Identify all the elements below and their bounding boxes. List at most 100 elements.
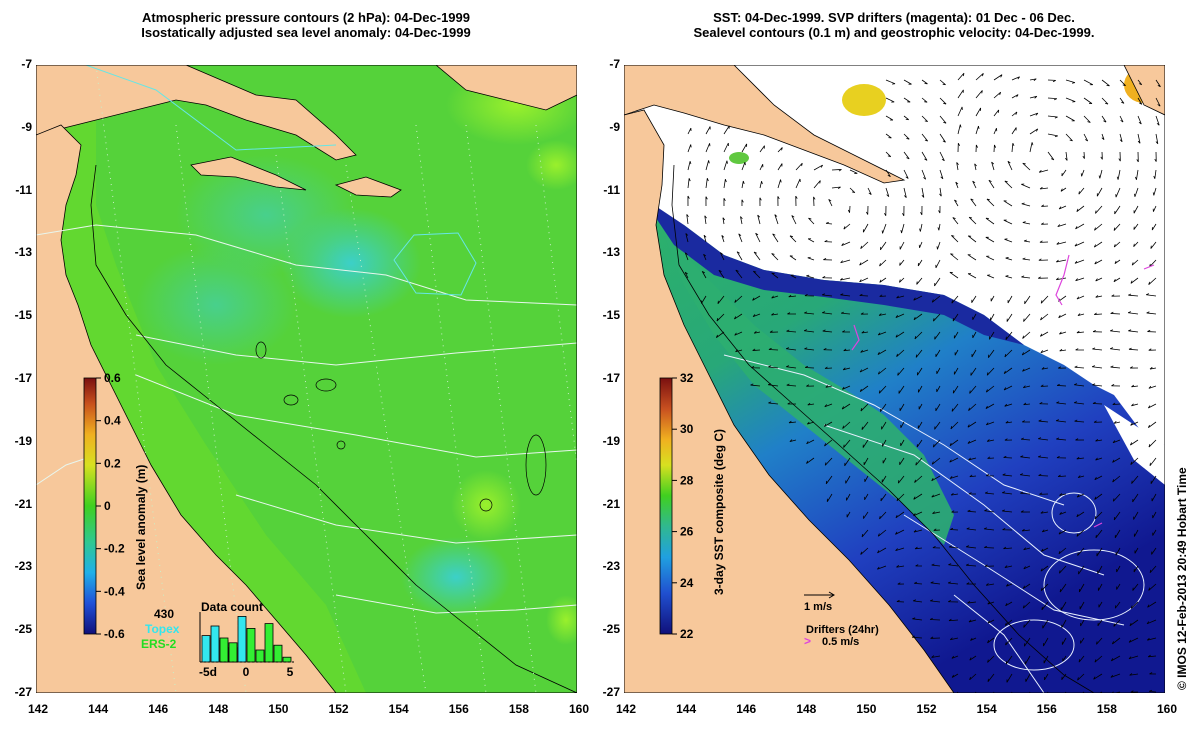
sst-colorbar-tick-label: 30	[680, 422, 694, 436]
velocity-arrow	[952, 313, 959, 322]
velocity-scale-arrow	[804, 591, 835, 599]
velocity-arrow	[1038, 169, 1049, 173]
velocity-arrow	[1058, 205, 1067, 210]
velocity-arrow	[684, 271, 689, 279]
y-axis-right-tick: -9	[609, 119, 620, 134]
velocity-arrow	[806, 439, 815, 445]
velocity-arrow	[931, 563, 941, 567]
velocity-arrow	[785, 347, 797, 351]
sla-colorbar-tick-label: -0.6	[104, 627, 125, 641]
velocity-arrow	[985, 583, 995, 586]
velocity-arrow	[1075, 277, 1085, 282]
velocity-arrow	[1024, 655, 1031, 665]
velocity-arrow	[1129, 439, 1139, 446]
velocity-arrow	[831, 186, 841, 190]
x-axis-right-tick: 148	[796, 702, 817, 716]
velocity-arrow	[934, 331, 941, 340]
velocity-arrow	[896, 295, 905, 299]
velocity-arrow	[767, 383, 779, 387]
y-axis-left-tick: -15	[14, 308, 32, 323]
velocity-arrow	[932, 313, 941, 322]
velocity-arrow	[842, 421, 851, 429]
velocity-arrow	[1135, 169, 1139, 180]
velocity-arrow	[1155, 79, 1161, 88]
velocity-arrow	[975, 107, 982, 117]
velocity-arrow	[822, 311, 833, 315]
velocity-arrow	[882, 457, 887, 464]
data-count-title: Data count	[201, 600, 264, 614]
velocity-arrow	[795, 195, 798, 207]
sla-colorbar-ramp	[83, 377, 97, 635]
velocity-arrow	[735, 269, 743, 279]
sst-colorbar-ramp	[659, 377, 673, 635]
velocity-arrow	[1118, 151, 1121, 162]
velocity-arrow	[1131, 475, 1139, 484]
velocity-arrow	[1114, 205, 1121, 215]
histogram-bar-topex	[237, 616, 247, 663]
velocity-arrow	[777, 163, 783, 171]
velocity-arrow	[1147, 601, 1157, 608]
x-axis-right-tick: 154	[976, 702, 997, 716]
velocity-arrow	[1002, 528, 1013, 531]
velocity-arrow	[847, 205, 851, 213]
velocity-arrow	[1077, 673, 1085, 681]
velocity-arrow	[1155, 115, 1160, 126]
velocity-arrow	[1005, 257, 1013, 261]
velocity-arrow	[753, 251, 761, 261]
data-count-max: 430	[154, 607, 175, 621]
velocity-arrow	[1059, 511, 1067, 515]
velocity-arrow	[736, 251, 743, 261]
velocity-arrow	[813, 164, 824, 171]
right-map-panel[interactable]: 1 m/s Drifters (24hr) > 0.5 m/s	[624, 65, 1165, 693]
velocity-arrow	[1147, 654, 1157, 658]
y-axis-right-tick: -13	[602, 245, 620, 260]
velocity-arrow	[913, 493, 923, 500]
velocity-arrow	[1065, 133, 1073, 142]
velocity-arrow	[937, 223, 941, 231]
velocity-arrow	[842, 385, 851, 390]
velocity-arrow	[950, 492, 959, 496]
velocity-arrow	[1047, 97, 1058, 101]
velocity-arrow	[950, 527, 959, 531]
velocity-arrow	[1149, 457, 1157, 467]
x-axis-right-tick: 160	[1156, 702, 1178, 716]
velocity-arrow	[987, 655, 995, 663]
velocity-arrow	[1041, 222, 1049, 225]
velocity-arrow	[715, 331, 725, 338]
velocity-arrow	[1057, 366, 1067, 369]
velocity-arrow	[1146, 637, 1157, 641]
velocity-arrow	[752, 313, 761, 318]
velocity-arrow	[1011, 142, 1015, 153]
velocity-arrow	[896, 599, 905, 603]
velocity-arrow	[859, 385, 869, 393]
velocity-arrow	[860, 403, 869, 412]
velocity-arrow	[789, 439, 797, 443]
sst-colorbar-ticks: 32 30 28 26 24 22	[672, 371, 694, 641]
y-axis-left-tick: -25	[14, 622, 32, 637]
isobar-1	[36, 224, 577, 306]
velocity-arrow	[1003, 367, 1013, 374]
satellite-tracks	[95, 65, 577, 693]
velocity-arrow	[705, 143, 711, 153]
velocity-arrow	[1095, 205, 1103, 214]
velocity-arrow	[723, 125, 730, 135]
anomaly-high-4	[546, 595, 577, 645]
velocity-arrow	[1061, 619, 1067, 628]
velocity-arrow	[704, 215, 707, 225]
velocity-arrow	[825, 385, 833, 388]
velocity-arrow	[966, 545, 977, 549]
velocity-arrow	[975, 90, 983, 99]
velocity-arrow	[1065, 97, 1076, 103]
velocity-arrow	[949, 439, 959, 447]
velocity-arrow	[974, 163, 977, 171]
left-map-panel[interactable]	[36, 65, 577, 693]
velocity-arrow	[705, 196, 708, 207]
geostrophic-velocity-arrows	[684, 72, 1161, 693]
velocity-arrow	[1148, 385, 1157, 389]
velocity-arrow	[1131, 403, 1139, 407]
velocity-arrow	[949, 271, 959, 279]
velocity-arrow	[735, 349, 743, 353]
isobar-5	[335, 594, 577, 614]
velocity-arrow	[1076, 493, 1085, 498]
velocity-arrow	[966, 582, 977, 585]
